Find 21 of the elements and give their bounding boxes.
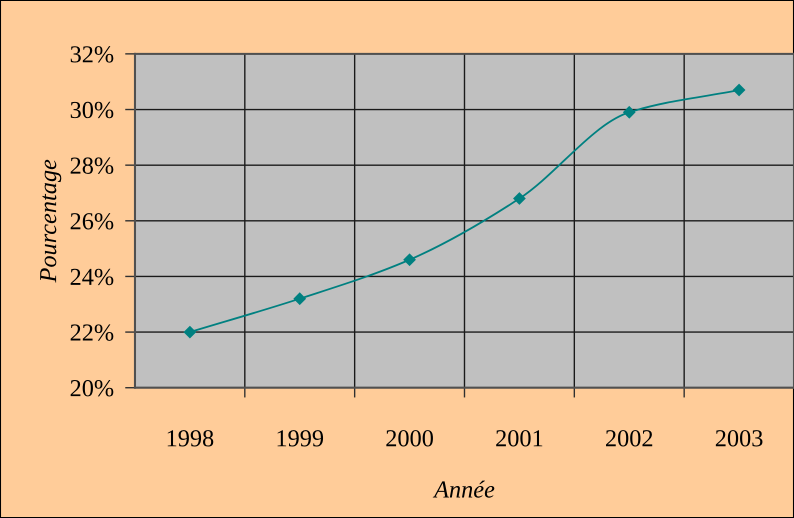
x-tick-label: 2000 <box>386 430 433 446</box>
y-tick-label: 28% <box>70 157 114 174</box>
point <box>403 254 416 266</box>
y-axis-title: Pourcentage <box>40 160 62 283</box>
point <box>513 192 526 205</box>
y-tick-label: 30% <box>70 102 114 118</box>
y-tick-label: 20% <box>70 380 114 396</box>
point <box>732 84 746 96</box>
point <box>294 292 306 305</box>
x-axis-title: Année <box>432 480 494 498</box>
x-tick-label: 2002 <box>606 430 652 446</box>
y-tick-label: 26% <box>70 213 114 230</box>
x-tick-label: 1999 <box>278 430 324 446</box>
x-tick-label: 1998 <box>168 430 214 446</box>
x-tick-label: 2003 <box>716 430 762 446</box>
point <box>184 326 196 338</box>
y-tick-label: 32% <box>70 46 114 63</box>
y-tick-label: 24% <box>70 268 114 286</box>
point <box>623 106 636 118</box>
x-tick-label: 2001 <box>496 430 542 446</box>
y-tick-label: 22% <box>70 324 114 341</box>
